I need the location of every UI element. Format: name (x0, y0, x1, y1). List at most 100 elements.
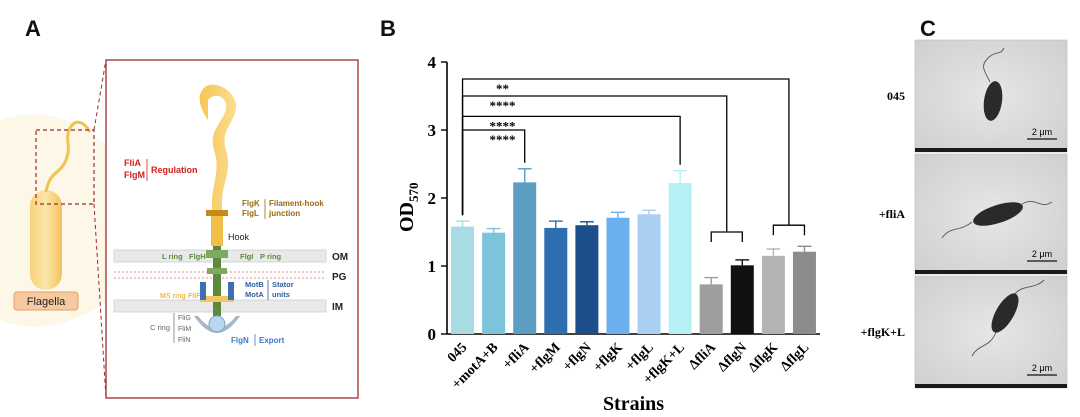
motb-label: MotB (245, 280, 264, 289)
micrograph-flagellum-1 (941, 200, 1053, 239)
bar-4 (575, 225, 599, 334)
flin-label: FliN (178, 337, 190, 344)
bar-0 (451, 226, 475, 334)
micrograph-frame-2 (914, 275, 1068, 389)
x-tick-label-7: +flgK+L (641, 340, 688, 387)
pg-label: PG (332, 272, 347, 283)
x-tick-label-1: +motA+B (449, 340, 501, 392)
flim-label: FliM (178, 326, 191, 333)
flgh-label: FlgH (189, 252, 206, 261)
significance-label-1: **** (490, 118, 516, 133)
c-ring-shape (194, 316, 240, 333)
flagellar-motor-diagram: Flagella FliA FlgM Regulation FlgK FlgL … (0, 59, 359, 399)
junction-label-2: junction (268, 209, 300, 218)
bar-2 (513, 182, 537, 334)
l-ring-shape (206, 250, 228, 258)
panel-label-c: C (920, 16, 936, 41)
hook-segment (211, 216, 223, 246)
c-ring-label: C ring (150, 323, 170, 332)
panel-label-b: B (380, 16, 396, 41)
x-tick-label-6: +flgL (623, 340, 657, 374)
flgn-label: FlgN (231, 336, 249, 345)
junction-ring (206, 210, 228, 216)
micrograph-label-1: +fliA (879, 207, 906, 221)
scale-label-2: 2 μm (1032, 363, 1052, 373)
x-tick-label-9: ΔflgN (715, 340, 750, 375)
x-tick-label-0: 045 (445, 340, 470, 365)
om-label: OM (332, 252, 348, 263)
micrograph-flagellum-0 (983, 47, 1005, 83)
bar-11 (792, 251, 816, 334)
significance-label-0: **** (490, 132, 516, 147)
group-bracket-0 (710, 231, 743, 242)
rod (213, 246, 221, 316)
y-tick-label: 3 (428, 121, 437, 140)
micrograph-footer-0 (915, 148, 1067, 152)
y-tick-label: 0 (428, 325, 437, 344)
y-tick-label: 4 (428, 53, 437, 72)
significance-label-2: **** (490, 98, 516, 113)
flgl-label: FlgL (242, 209, 259, 218)
x-axis-label: Strains (603, 393, 664, 415)
group-bracket-1 (772, 224, 806, 236)
significance-bracket-3 (461, 78, 790, 226)
l-ring-label: L ring (162, 252, 183, 261)
ms-ring-label: MS ring (160, 293, 186, 300)
flgk-label: FlgK (242, 199, 260, 208)
zoom-line-top (93, 59, 107, 131)
micrograph-footer-1 (915, 270, 1067, 274)
flagella-label: Flagella (27, 296, 66, 308)
bar-5 (606, 217, 630, 334)
x-tick-label-10: ΔflgK (746, 340, 782, 376)
significance-bracket-1 (461, 115, 681, 216)
regulation-label: Regulation (151, 165, 198, 175)
flgm-label: FlgM (124, 170, 145, 180)
bar-8 (699, 284, 723, 334)
junction-label-1: Filament-hook (269, 199, 324, 208)
export-apparatus (208, 315, 226, 333)
scale-label-1: 2 μm (1032, 249, 1052, 259)
stator-label-1: Stator (272, 280, 294, 289)
stator-shape-left (200, 282, 206, 300)
significance-label-3: ** (496, 81, 509, 96)
micrograph-footer-2 (915, 384, 1067, 388)
flif-label: FliF (188, 293, 201, 300)
p-ring-shape (207, 268, 227, 274)
ms-ring-shape (200, 296, 234, 302)
micrograph-frame-1 (914, 153, 1068, 275)
mota-label: MotA (245, 290, 264, 299)
flagella-label-box (13, 291, 79, 311)
hook-label: Hook (228, 232, 250, 242)
y-axis-label: OD570 (396, 183, 421, 233)
flgi-label: FlgI (240, 252, 253, 261)
scale-label-0: 2 μm (1032, 127, 1052, 137)
y-tick-label: 1 (428, 257, 437, 276)
bar-3 (544, 227, 568, 334)
bar-1 (482, 232, 506, 334)
im-label: IM (332, 302, 343, 313)
significance-bracket-2 (461, 95, 728, 232)
micrograph-cell-2 (991, 293, 1019, 333)
panel-label-a: A (25, 16, 41, 41)
x-tick-label-2: +fliA (500, 340, 533, 373)
x-tick-label-11: ΔflgL (778, 340, 812, 374)
bar-10 (761, 255, 785, 334)
small-flagellum (44, 120, 92, 193)
x-tick-label-8: ΔfliA (686, 340, 719, 373)
stator-shape-right (228, 282, 234, 300)
zoom-line-bottom (93, 203, 107, 399)
micrograph-frame-0 (914, 39, 1068, 153)
filament (199, 84, 237, 212)
micrograph-label-2: +flgK+L (861, 325, 905, 339)
x-tick-label-5: +flgK (591, 340, 626, 375)
significance-bracket-0 (461, 129, 526, 216)
micrograph-cell-0 (983, 81, 1003, 121)
flia-label: FliA (124, 158, 141, 168)
flig-label: FliG (178, 315, 191, 322)
export-label: Export (259, 336, 285, 345)
zoom-box (35, 129, 95, 205)
x-tick-label-4: +flgN (560, 340, 594, 374)
bacterium-cell (30, 190, 62, 290)
y-tick-label: 2 (428, 189, 437, 208)
x-tick-label-3: +flgM (527, 340, 564, 377)
